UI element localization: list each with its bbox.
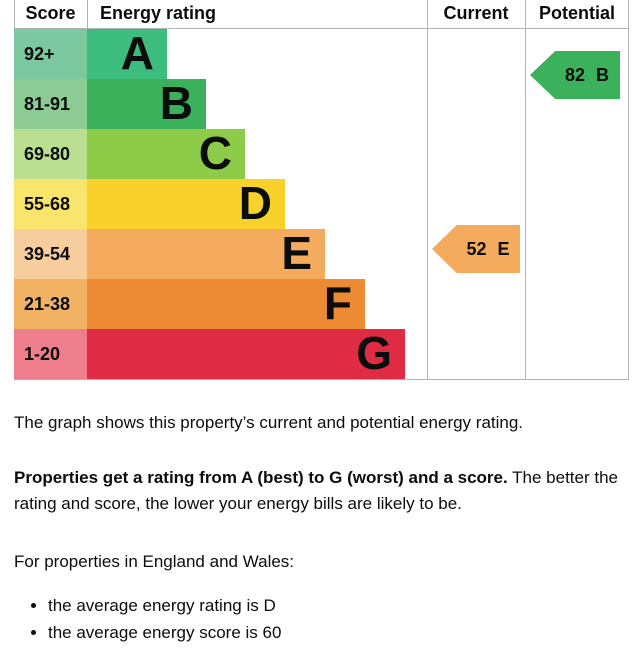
band-score-range: 69-80 bbox=[14, 129, 87, 179]
band-row-b: 81-91 B bbox=[14, 79, 629, 129]
current-score: 52 bbox=[466, 238, 487, 259]
header-potential: Potential bbox=[538, 3, 615, 23]
band-score-range: 55-68 bbox=[14, 179, 87, 229]
band-row-c: 69-80 C bbox=[14, 129, 629, 179]
band-row-a: 92+ A bbox=[14, 29, 629, 79]
band-score-range: 39-54 bbox=[14, 229, 87, 279]
current-rating: E bbox=[497, 238, 510, 259]
band-bar-f: F bbox=[87, 279, 365, 329]
band-bar-a: A bbox=[87, 29, 167, 79]
header-energy-rating: Energy rating bbox=[100, 3, 217, 23]
chart-header: Score Energy rating Current Potential bbox=[14, 0, 629, 28]
grid-line-rating-current bbox=[427, 0, 428, 380]
band-row-f: 21-38 F bbox=[14, 279, 629, 329]
intro-paragraph: The graph shows this property’s current … bbox=[14, 413, 524, 432]
band-bar-c: C bbox=[87, 129, 245, 179]
epc-description: The graph shows this property’s current … bbox=[14, 410, 626, 646]
region-paragraph: For properties in England and Wales: bbox=[14, 552, 295, 571]
band-score-range: 81-91 bbox=[14, 79, 87, 129]
header-current: Current bbox=[443, 3, 509, 23]
grid-line-right bbox=[628, 0, 629, 380]
band-score-range: 92+ bbox=[14, 29, 87, 79]
header-score: Score bbox=[25, 3, 76, 23]
band-score-range: 21-38 bbox=[14, 279, 87, 329]
band-rows: 92+ A 81-91 B 69-80 C 55-68 D 39-54 E 21-38 F 1-20 G bbox=[14, 29, 629, 379]
band-row-g: 1-20 G bbox=[14, 329, 629, 379]
average-stats-list: the average energy rating is D the avera… bbox=[14, 592, 626, 646]
band-score-range: 1-20 bbox=[14, 329, 87, 379]
lead-bold-text: Properties get a rating from A (best) to… bbox=[14, 468, 508, 487]
list-item: the average energy rating is D bbox=[48, 592, 626, 619]
potential-rating: B bbox=[596, 64, 610, 85]
grid-line-score-rating bbox=[87, 0, 88, 28]
list-item: the average energy score is 60 bbox=[48, 619, 626, 646]
band-bar-d: D bbox=[87, 179, 285, 229]
lead-rest-text: The better the rating and score, the low… bbox=[14, 468, 618, 513]
epc-rating-chart: Score Energy rating Current Potential 92… bbox=[14, 0, 629, 380]
grid-line-header-bottom bbox=[14, 28, 629, 29]
band-bar-g: G bbox=[87, 329, 405, 379]
band-row-d: 55-68 D bbox=[14, 179, 629, 229]
grid-line-table-bottom bbox=[14, 379, 629, 380]
band-bar-b: B bbox=[87, 79, 206, 129]
potential-rating-marker: 82 B bbox=[530, 51, 620, 99]
lead-paragraph: Properties get a rating from A (best) to… bbox=[14, 465, 626, 517]
band-row-e: 39-54 E bbox=[14, 229, 629, 279]
potential-score: 82 bbox=[564, 64, 586, 85]
grid-line-left-header bbox=[14, 0, 15, 28]
grid-line-current-potential bbox=[525, 0, 526, 380]
band-bar-e: E bbox=[87, 229, 325, 279]
